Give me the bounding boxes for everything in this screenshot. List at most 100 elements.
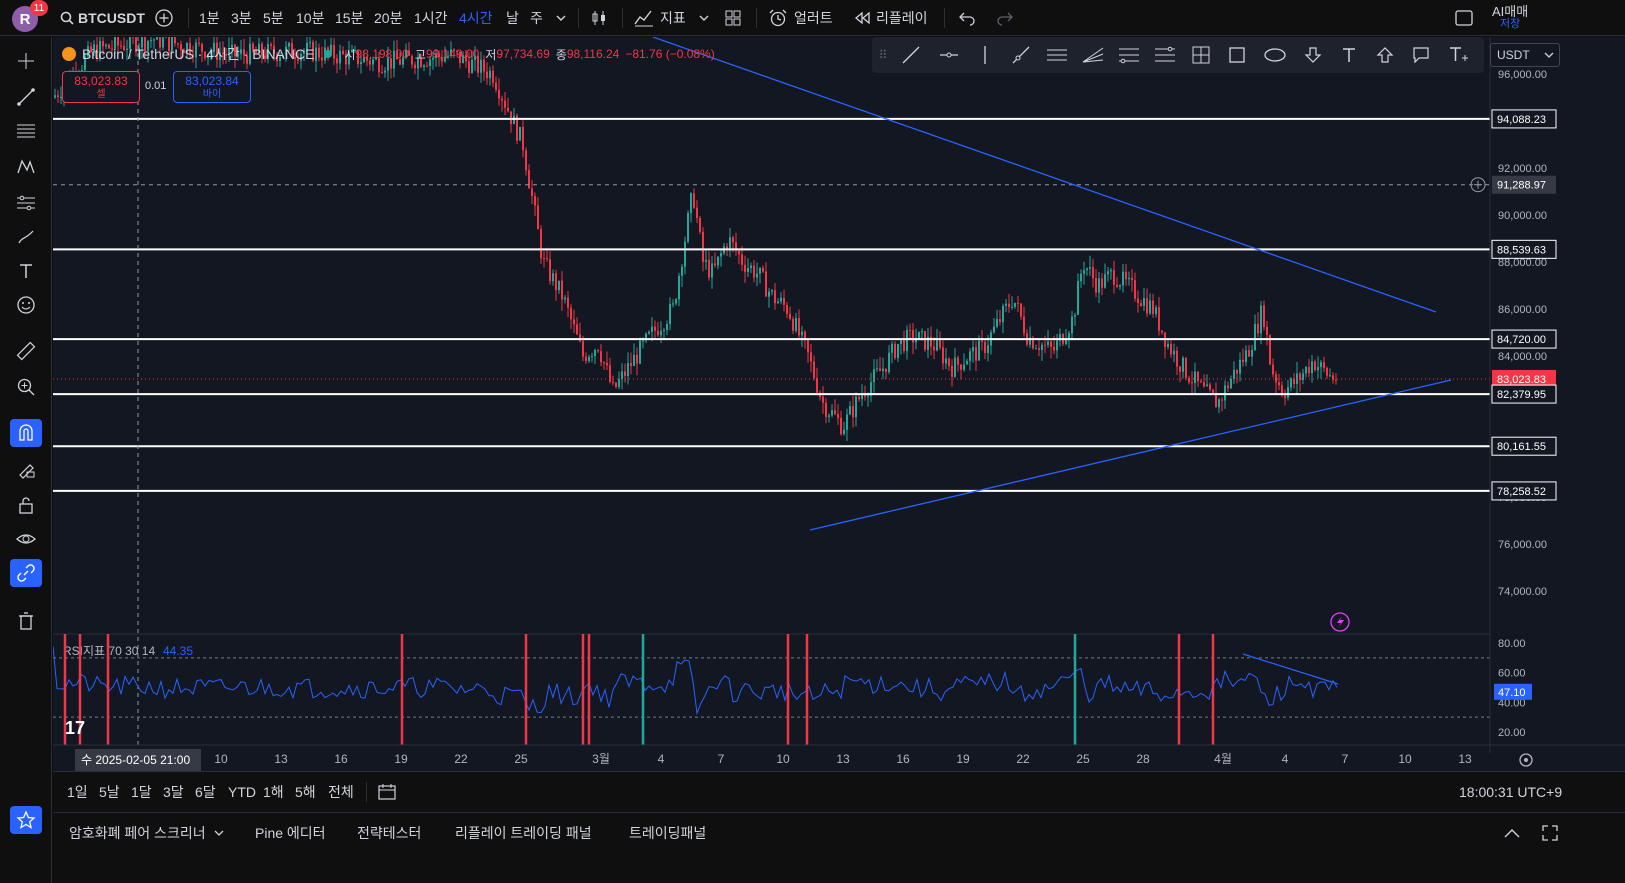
currency-select[interactable]: USDT <box>1490 43 1560 67</box>
replay-button[interactable]: 리플레이 <box>854 0 928 36</box>
interval-3m[interactable]: 3분 <box>231 10 252 26</box>
brush-icon[interactable] <box>10 223 42 251</box>
candle-body <box>207 54 209 59</box>
alarm-clock-icon <box>769 9 787 27</box>
star-icon[interactable] <box>10 806 42 834</box>
text-note-icon[interactable] <box>1446 43 1472 67</box>
candle-body <box>432 58 434 60</box>
callout-icon[interactable] <box>1408 43 1434 67</box>
indicators-dropdown[interactable] <box>698 0 710 36</box>
fib-retracement-icon[interactable] <box>1116 43 1142 67</box>
sell-button[interactable]: 83,023.83 셀 <box>62 71 140 103</box>
crosshair-icon[interactable] <box>10 47 42 75</box>
text-tool-icon[interactable] <box>1336 43 1362 67</box>
emoji-icon[interactable] <box>10 291 42 319</box>
candle-body <box>570 307 572 320</box>
alert-button[interactable]: 얼러트 <box>768 0 833 36</box>
interval-1h[interactable]: 1시간 <box>414 10 448 26</box>
buy-button[interactable]: 83,023.84 바이 <box>173 71 251 103</box>
forecast-icon[interactable] <box>10 189 42 217</box>
range-1y[interactable]: 1해 <box>263 784 284 800</box>
trendline-icon[interactable] <box>10 83 42 111</box>
candle-body <box>726 246 728 249</box>
range-1d[interactable]: 1일 <box>67 784 88 800</box>
tab-replay-trading[interactable]: 리플레이 트레이딩 패널 <box>455 825 592 841</box>
arrow-down-icon[interactable] <box>1300 43 1326 67</box>
lock-drawing-icon[interactable] <box>10 455 42 483</box>
redo-button[interactable] <box>996 0 1014 36</box>
indicators-button[interactable]: 지표 <box>634 0 686 36</box>
goto-date-button[interactable] <box>377 772 397 812</box>
parallel-channel-icon[interactable] <box>1044 43 1070 67</box>
candle-body <box>675 299 677 304</box>
interval-day[interactable]: 날 <box>506 10 519 26</box>
interval-1m[interactable]: 1분 <box>199 10 220 26</box>
fib-fan-icon[interactable] <box>1080 43 1106 67</box>
rectangle-icon[interactable] <box>1224 43 1250 67</box>
compare-add-button[interactable] <box>154 0 174 36</box>
vertical-line-icon[interactable] <box>972 43 998 67</box>
ellipse-icon[interactable] <box>1262 43 1288 67</box>
drag-handle-icon[interactable]: ⠿ <box>878 48 888 62</box>
candle-body <box>249 43 251 64</box>
legend-title[interactable]: Bitcoin / TetherUS · 4시간 · BINANCE <box>82 46 315 62</box>
ai-save-button[interactable]: AI매매 저장 <box>1492 0 1528 36</box>
range-5y[interactable]: 5해 <box>295 784 316 800</box>
line-tool-icon[interactable] <box>898 43 924 67</box>
interval-10m[interactable]: 10분 <box>296 10 325 26</box>
range-5d[interactable]: 5날 <box>99 784 120 800</box>
interval-15m[interactable]: 15분 <box>335 10 364 26</box>
interval-20m[interactable]: 20분 <box>374 10 403 26</box>
interval-5m[interactable]: 5분 <box>263 10 284 26</box>
undo-button[interactable] <box>958 0 976 36</box>
rewind-icon <box>854 11 870 25</box>
fullscreen-button[interactable] <box>1454 0 1474 36</box>
price-axis[interactable]: 96,000.0094,000.0092,000.0090,000.0088,0… <box>1470 37 1625 771</box>
layouts-button[interactable] <box>724 0 742 36</box>
fib-extension-icon[interactable] <box>1152 43 1178 67</box>
horizontal-levels[interactable] <box>53 37 1490 753</box>
candle-body <box>918 331 920 340</box>
tab-trading-panel[interactable]: 트레이딩패널 <box>629 825 707 841</box>
maximize-panel-button[interactable] <box>1541 813 1559 853</box>
range-6m[interactable]: 6달 <box>195 784 216 800</box>
range-1m[interactable]: 1달 <box>131 784 152 800</box>
horizontal-ray-icon[interactable] <box>936 43 962 67</box>
interval-4h[interactable]: 4시간 <box>459 10 493 26</box>
time-axis[interactable]: 10 13 16 19 22 25 3월 4 7 10 13 16 19 22 25 28 4월 4 7 10 13 수 … <box>53 744 1625 771</box>
candle-body <box>1140 303 1142 306</box>
tab-screener[interactable]: 암호화폐 페어 스크리너 <box>69 813 224 853</box>
range-all[interactable]: 전체 <box>328 784 354 800</box>
ray-icon[interactable] <box>1008 43 1034 67</box>
link-icon[interactable] <box>10 559 42 587</box>
candle-body <box>624 371 626 376</box>
tab-strategy-tester[interactable]: 전략테스터 <box>357 825 422 841</box>
ruler-icon[interactable] <box>10 337 42 365</box>
clock-timezone[interactable]: 18:00:31 UTC+9 <box>1459 784 1563 800</box>
candle-body <box>1290 378 1292 388</box>
trash-icon[interactable] <box>10 607 42 635</box>
range-ytd[interactable]: YTD <box>228 784 256 800</box>
magnet-icon[interactable] <box>10 419 42 447</box>
range-3m[interactable]: 3달 <box>163 784 184 800</box>
date-price-range-icon[interactable] <box>1188 43 1214 67</box>
symbol-search[interactable]: BTCUSDT <box>60 0 145 36</box>
text-icon[interactable] <box>10 257 42 285</box>
eye-icon[interactable] <box>10 525 42 553</box>
zoom-icon[interactable] <box>10 373 42 401</box>
candle-body <box>423 65 425 68</box>
pattern-icon[interactable] <box>10 153 42 181</box>
lock-icon[interactable] <box>10 491 42 519</box>
trendlines[interactable] <box>652 36 1452 531</box>
arrow-up-icon[interactable] <box>1372 43 1398 67</box>
tab-pine-editor[interactable]: Pine 에디터 <box>255 825 326 841</box>
interval-week[interactable]: 주 <box>530 10 543 26</box>
chart-type-button[interactable] <box>590 0 608 36</box>
fib-icon[interactable] <box>10 117 42 145</box>
high-value: 99,149.00 <box>425 47 480 61</box>
interval-dropdown[interactable] <box>555 0 567 36</box>
expand-panel-button[interactable] <box>1503 813 1521 853</box>
candle-body <box>1182 357 1184 372</box>
